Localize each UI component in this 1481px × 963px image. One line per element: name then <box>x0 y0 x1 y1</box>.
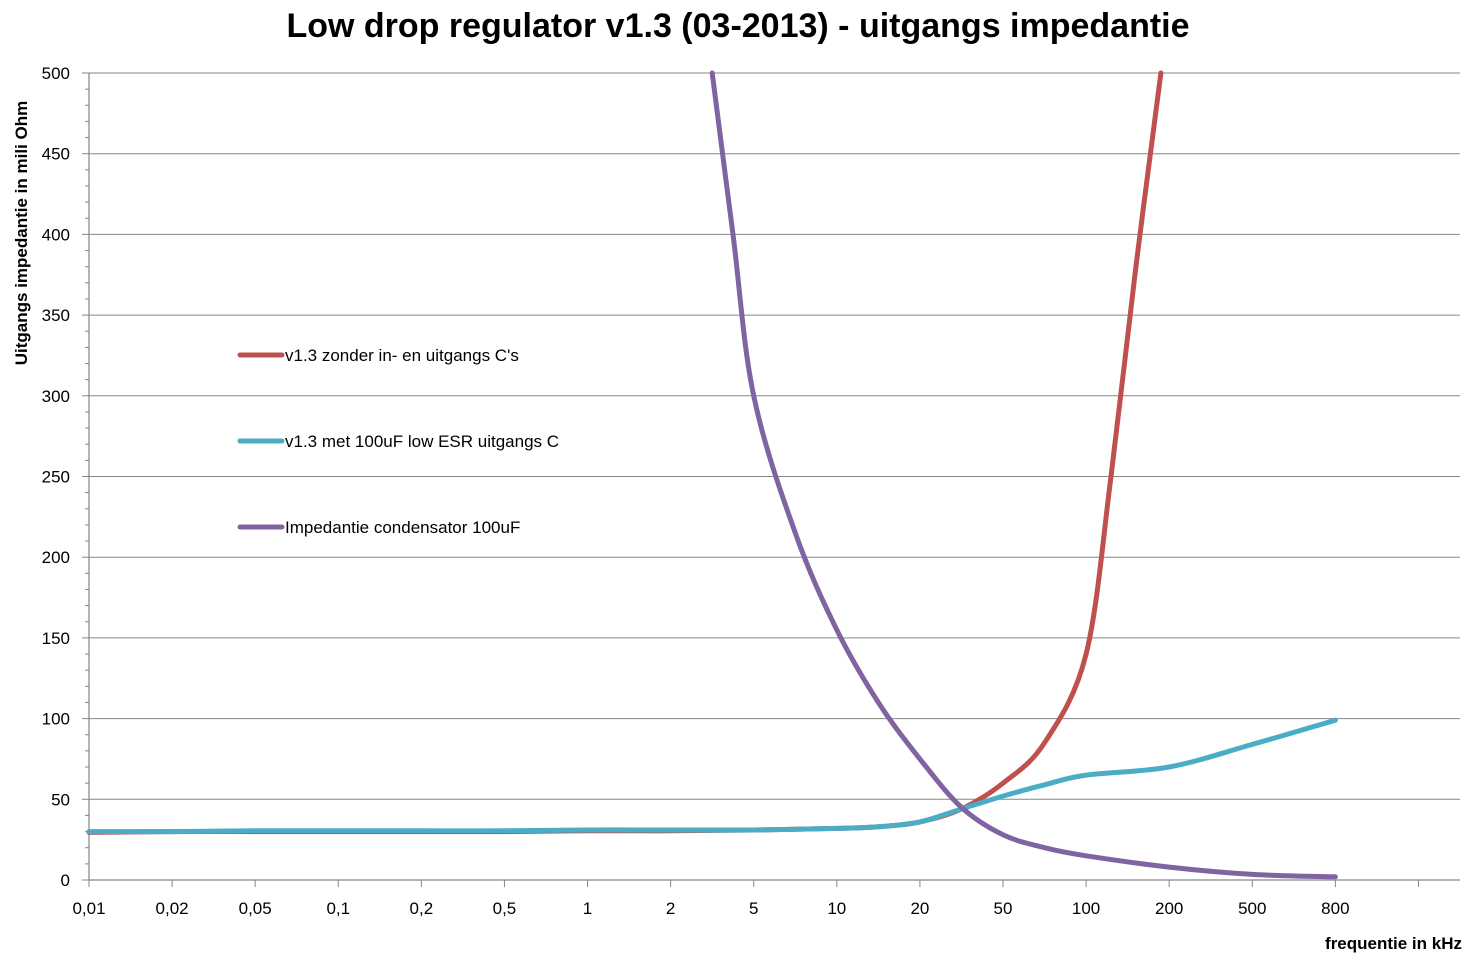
x-tick-label: 0,02 <box>156 899 189 918</box>
y-tick-label: 150 <box>42 629 70 648</box>
x-tick-label: 5 <box>749 899 758 918</box>
x-tick-label: 50 <box>994 899 1013 918</box>
x-tick-label: 20 <box>910 899 929 918</box>
x-tick-label: 10 <box>827 899 846 918</box>
y-tick-label: 0 <box>61 871 70 890</box>
legend-label: Impedantie condensator 100uF <box>285 518 520 537</box>
x-tick-label: 0,01 <box>72 899 105 918</box>
y-tick-label: 450 <box>42 145 70 164</box>
series-line-condensator <box>709 70 1338 880</box>
x-tick-label: 0,05 <box>239 899 272 918</box>
x-tick-label: 500 <box>1238 899 1266 918</box>
y-tick-label: 100 <box>42 710 70 729</box>
legend-label: v1.3 met 100uF low ESR uitgangs C <box>285 432 559 451</box>
x-tick-label: 1 <box>583 899 592 918</box>
series-line-met-100uf <box>86 717 1338 835</box>
x-axis-label: frequentie in kHz <box>1325 934 1462 953</box>
axes <box>82 72 1460 887</box>
x-tick-label: 800 <box>1321 899 1349 918</box>
chart-title: Low drop regulator v1.3 (03-2013) - uitg… <box>286 7 1189 45</box>
y-axis-label: Uitgangs impedantie in mili Ohm <box>12 101 31 365</box>
y-tick-label: 400 <box>42 225 70 244</box>
x-tick-label: 200 <box>1155 899 1183 918</box>
x-tick-label: 0,2 <box>410 899 434 918</box>
y-tick-label: 50 <box>51 790 70 809</box>
x-tick-label: 100 <box>1072 899 1100 918</box>
y-tick-label: 250 <box>42 468 70 487</box>
y-tick-label: 500 <box>42 64 70 83</box>
legend-label: v1.3 zonder in- en uitgangs C's <box>285 346 519 365</box>
y-tick-label: 350 <box>42 306 70 325</box>
y-tick-label: 300 <box>42 387 70 406</box>
series-lines <box>86 70 1338 880</box>
x-tick-label: 0,5 <box>493 899 517 918</box>
x-tick-label: 0,1 <box>326 899 350 918</box>
y-tick-label: 200 <box>42 548 70 567</box>
legend: v1.3 zonder in- en uitgangs C's v1.3 met … <box>237 346 559 537</box>
x-tick-label: 2 <box>666 899 675 918</box>
